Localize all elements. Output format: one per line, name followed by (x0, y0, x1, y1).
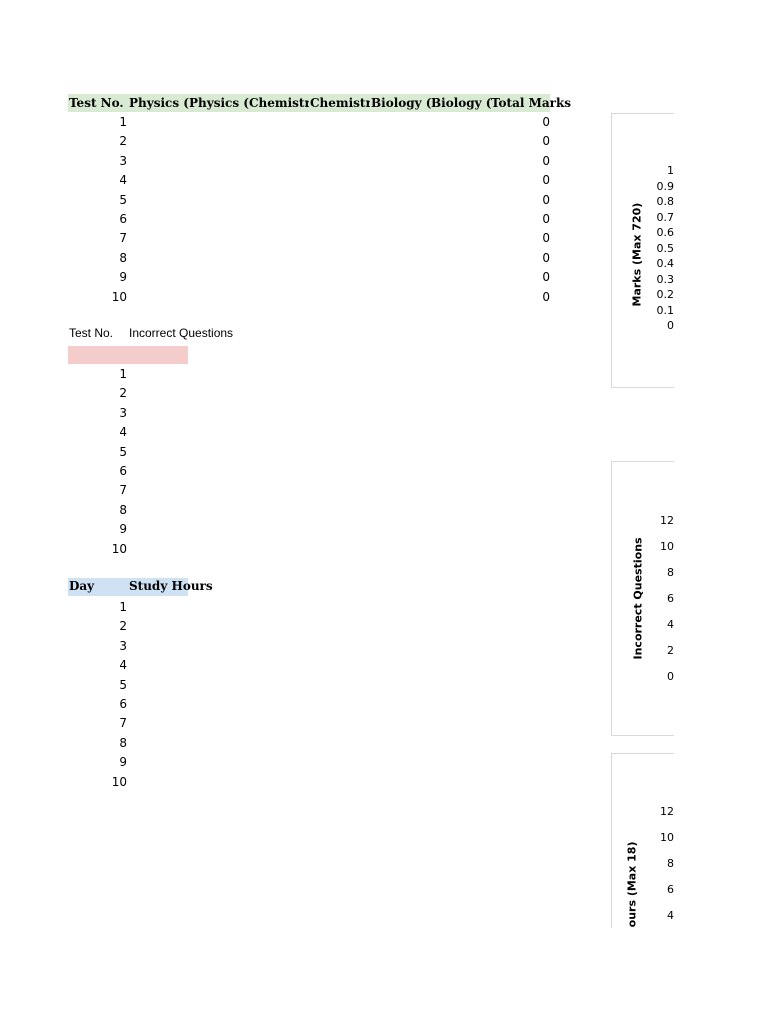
marks-chart-ytick: 0.5 (656, 241, 675, 255)
study-hours-chart-ytick: 12 (660, 805, 674, 818)
incorrect-chart-ytick: 2 (667, 644, 674, 657)
incorrect-row-test-no: 4 (119, 425, 127, 440)
marks-chart-ylabel: Marks (Max 720) (630, 202, 644, 307)
incorrect-row-test-no: 7 (119, 483, 127, 498)
incorrect-chart-ytick: 12 (660, 514, 674, 527)
marks-chart-ytick: 0.3 (656, 272, 675, 286)
marks-chart-ytick: 1 (667, 164, 674, 177)
header-biology-incorrect: Biology (Incorrect) (431, 96, 491, 110)
study-hours-chart-ytick: 4 (667, 909, 674, 922)
marks-row-total: 0 (542, 270, 550, 285)
marks-row-total: 0 (542, 192, 550, 207)
incorrect-row-test-no: 9 (119, 522, 127, 537)
study-table-header-band (68, 578, 188, 596)
study-hours-chart-ylabel: ours (Max 18) (625, 841, 639, 928)
marks-row-test-no: 8 (119, 250, 127, 265)
study-hours-chart-ytick: 8 (667, 857, 674, 870)
marks-row-test-no: 1 (119, 115, 127, 129)
study-hours-chart[interactable]: ours (Max 18) 12 10 8 6 4 (611, 753, 674, 928)
incorrect-row-test-no: 3 (119, 405, 127, 420)
marks-row-total: 0 (542, 173, 550, 188)
incorrect-chart-ytick: 8 (667, 566, 674, 579)
header-physics-incorrect: Physics (Incorrect) (189, 96, 249, 110)
study-row-day: 9 (119, 755, 127, 770)
marks-row-total: 0 (542, 115, 550, 129)
marks-chart-ytick: 0.4 (656, 257, 675, 270)
study-hours-chart-ytick: 6 (667, 883, 674, 896)
marks-table-header-band (68, 94, 550, 112)
header-test-no: Test No. (69, 96, 124, 110)
study-row-day: 5 (119, 677, 127, 692)
study-row-day: 1 (119, 600, 127, 614)
header-total-marks: Total Marks (491, 96, 572, 110)
incorrect-row-test-no: 5 (119, 444, 127, 459)
incorrect-table-header-band (68, 346, 188, 364)
study-row-day: 3 (119, 638, 127, 653)
header-physics-correct: Physics (Correct) (129, 96, 189, 110)
incorrect-chart-ytick: 10 (660, 540, 674, 553)
incorrect-table-testno-header: Test No. (69, 326, 114, 340)
marks-row-total: 0 (542, 250, 550, 265)
marks-chart-ytick: 0.2 (656, 288, 675, 301)
incorrect-chart-ytick: 6 (667, 592, 674, 605)
marks-chart-ytick: 0.7 (656, 210, 675, 224)
marks-row-total: 0 (542, 153, 550, 168)
incorrect-table-questions-header: Incorrect Questions (129, 326, 234, 340)
marks-row-test-no: 2 (119, 134, 127, 149)
marks-row-test-no: 6 (119, 212, 127, 226)
marks-row-test-no: 3 (119, 153, 127, 168)
marks-row-test-no: 9 (119, 270, 127, 285)
incorrect-row-test-no: 6 (119, 464, 127, 478)
incorrect-row-test-no: 2 (119, 386, 127, 401)
marks-row-total: 0 (542, 289, 550, 304)
header-chemistry-correct: Chemistry (Correct) (249, 96, 309, 110)
incorrect-chart[interactable]: Incorrect Questions 12 10 8 6 4 2 0 (611, 461, 674, 736)
study-row-day: 2 (119, 619, 127, 634)
marks-row-test-no: 10 (111, 289, 127, 304)
study-row-day: 6 (119, 697, 127, 711)
study-row-day: 8 (119, 735, 127, 750)
study-row-day: 7 (119, 716, 127, 731)
marks-row-total: 0 (542, 231, 550, 246)
marks-row-test-no: 7 (119, 231, 127, 246)
header-chemistry-incorrect: Chemistry (Incorrect) (310, 96, 370, 110)
incorrect-row-test-no: 8 (119, 502, 127, 517)
incorrect-chart-ytick: 4 (667, 618, 674, 631)
study-row-day: 4 (119, 658, 127, 673)
marks-row-total: 0 (542, 134, 550, 149)
marks-chart[interactable]: Marks (Max 720) 1 0.9 0.8 0.7 0.6 0.5 0.4 0.3 0.… (611, 113, 674, 388)
marks-chart-ytick: 0.9 (656, 179, 675, 193)
marks-row-total: 0 (542, 212, 550, 226)
marks-row-test-no: 5 (119, 192, 127, 207)
marks-row-test-no: 4 (119, 173, 127, 188)
incorrect-chart-ytick: 0 (667, 670, 674, 683)
marks-chart-ytick: 0.8 (656, 195, 675, 208)
incorrect-row-test-no: 1 (119, 367, 127, 381)
incorrect-chart-ylabel: Incorrect Questions (631, 537, 645, 660)
marks-chart-ytick: 0.6 (656, 226, 675, 239)
study-hours-chart-ytick: 10 (660, 831, 674, 844)
study-table-hours-header: Study Hours (129, 579, 213, 593)
header-biology-correct: Biology (Correct) (371, 96, 431, 110)
marks-chart-ytick: 0 (667, 319, 674, 332)
study-table-day-header: Day (69, 579, 95, 593)
incorrect-row-test-no: 10 (111, 541, 127, 556)
study-row-day: 10 (111, 774, 127, 789)
marks-chart-ytick: 0.1 (656, 303, 675, 317)
